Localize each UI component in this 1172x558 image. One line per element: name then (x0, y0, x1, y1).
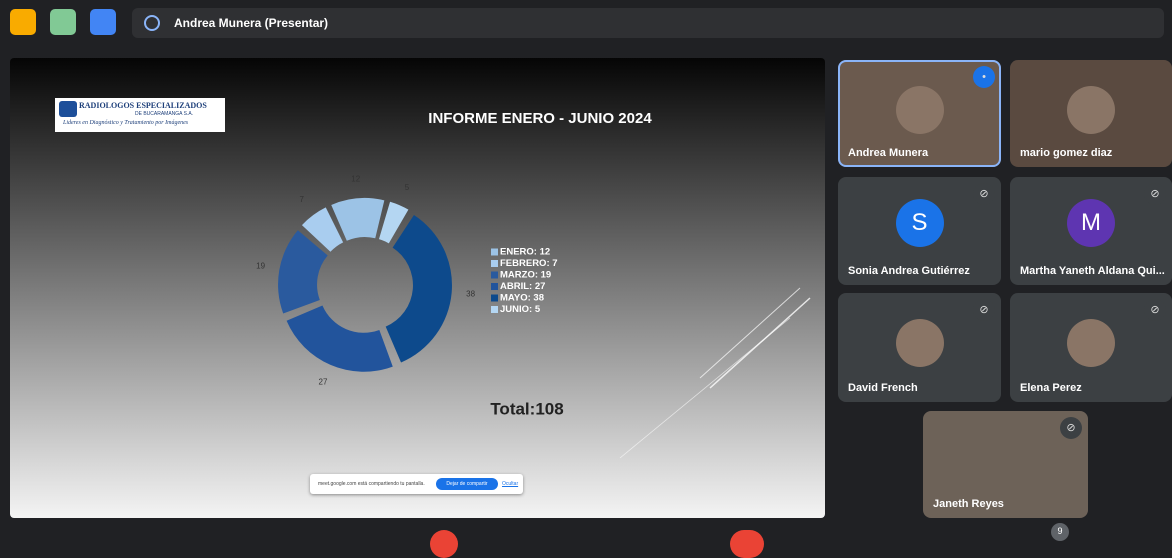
participant-name: Andrea Munera (848, 147, 928, 159)
top-bar: Andrea Munera (Presentar) (0, 0, 1172, 46)
speaking-indicator: • (973, 66, 995, 88)
avatar: M (1067, 199, 1115, 247)
data-label: 38 (466, 289, 475, 298)
legend-swatch (491, 272, 498, 279)
legend-label: ABRIL: 27 (500, 281, 545, 292)
mic-off-icon: ⊘ (1144, 299, 1166, 321)
donut-segment (331, 198, 384, 241)
donut-segment (386, 215, 452, 363)
data-label: 12 (351, 175, 360, 184)
legend-label: MARZO: 19 (500, 270, 551, 281)
video-feed (896, 319, 944, 367)
participant-name: mario gomez diaz (1020, 147, 1112, 159)
presenter-bar: Andrea Munera (Presentar) (132, 8, 1164, 38)
participant-tile[interactable]: • Andrea Munera (838, 60, 1001, 167)
participant-name: Martha Yaneth Aldana Qui... (1020, 265, 1165, 277)
avatar: S (896, 199, 944, 247)
participant-tile[interactable]: ⊘ David French (838, 293, 1001, 402)
decor-line (700, 288, 800, 378)
legend-label: ENERO: 12 (500, 247, 550, 258)
page: Andrea Munera (Presentar) RADIOLOGOS ESP… (0, 0, 1172, 535)
participant-tile[interactable]: mario gomez diaz (1010, 60, 1172, 167)
total-label: Total:108 (490, 399, 563, 418)
hide-link[interactable]: Ocultar (502, 481, 518, 487)
shared-slide: RADIOLOGOS ESPECIALIZADOS DE BUCARAMANGA… (10, 58, 825, 518)
participant-name: Janeth Reyes (933, 498, 1004, 510)
participant-tile[interactable]: ⊘ Elena Perez (1010, 293, 1172, 402)
data-label: 5 (405, 183, 410, 192)
mic-off-icon: ⊘ (1060, 417, 1082, 439)
participant-tile[interactable]: S ⊘ Sonia Andrea Gutiérrez (838, 177, 1001, 285)
participant-name: David French (848, 382, 918, 394)
app-icon[interactable] (90, 9, 116, 35)
donut-segment (287, 305, 393, 371)
data-label: 19 (256, 262, 265, 271)
decor-line (620, 318, 790, 458)
legend-swatch (491, 283, 498, 290)
legend-label: FEBRERO: 7 (500, 258, 558, 269)
legend-swatch (491, 249, 498, 256)
app-icon[interactable] (50, 9, 76, 35)
data-label: 27 (319, 377, 328, 386)
mic-off-icon: ⊘ (973, 183, 995, 205)
legend-label: JUNIO: 5 (500, 304, 541, 315)
mic-off-icon: ⊘ (973, 299, 995, 321)
participant-name: Sonia Andrea Gutiérrez (848, 265, 970, 277)
video-feed (1067, 319, 1115, 367)
share-bar: meet.google.com está compartiendo tu pan… (310, 474, 523, 494)
data-label: 7 (299, 195, 304, 204)
legend-swatch (491, 306, 498, 313)
video-feed (1067, 86, 1115, 134)
overflow-badge[interactable]: 9 (1051, 523, 1069, 541)
legend-swatch (491, 260, 498, 267)
leave-button[interactable] (730, 530, 764, 558)
donut-segment (278, 230, 328, 313)
chart-title: INFORME ENERO - JUNIO 2024 (428, 110, 652, 127)
share-message: meet.google.com está compartiendo tu pan… (318, 481, 425, 487)
presenter-label: Andrea Munera (Presentar) (174, 16, 328, 30)
participant-name: Elena Perez (1020, 382, 1082, 394)
mic-off-icon: ⊘ (1144, 183, 1166, 205)
participant-tile[interactable]: ⊘ Janeth Reyes (923, 411, 1088, 518)
participant-tile[interactable]: M ⊘ Martha Yaneth Aldana Qui... (1010, 177, 1172, 285)
presenter-icon (144, 15, 160, 31)
chart: INFORME ENERO - JUNIO 2024 Total:108 12 7… (10, 58, 825, 518)
stop-sharing-button[interactable]: Dejar de compartir (436, 478, 498, 490)
legend-label: MAYO: 38 (500, 293, 544, 304)
app-icon[interactable] (10, 9, 36, 35)
legend-swatch (491, 295, 498, 302)
toolbar-button[interactable] (430, 530, 458, 558)
video-feed (896, 86, 944, 134)
